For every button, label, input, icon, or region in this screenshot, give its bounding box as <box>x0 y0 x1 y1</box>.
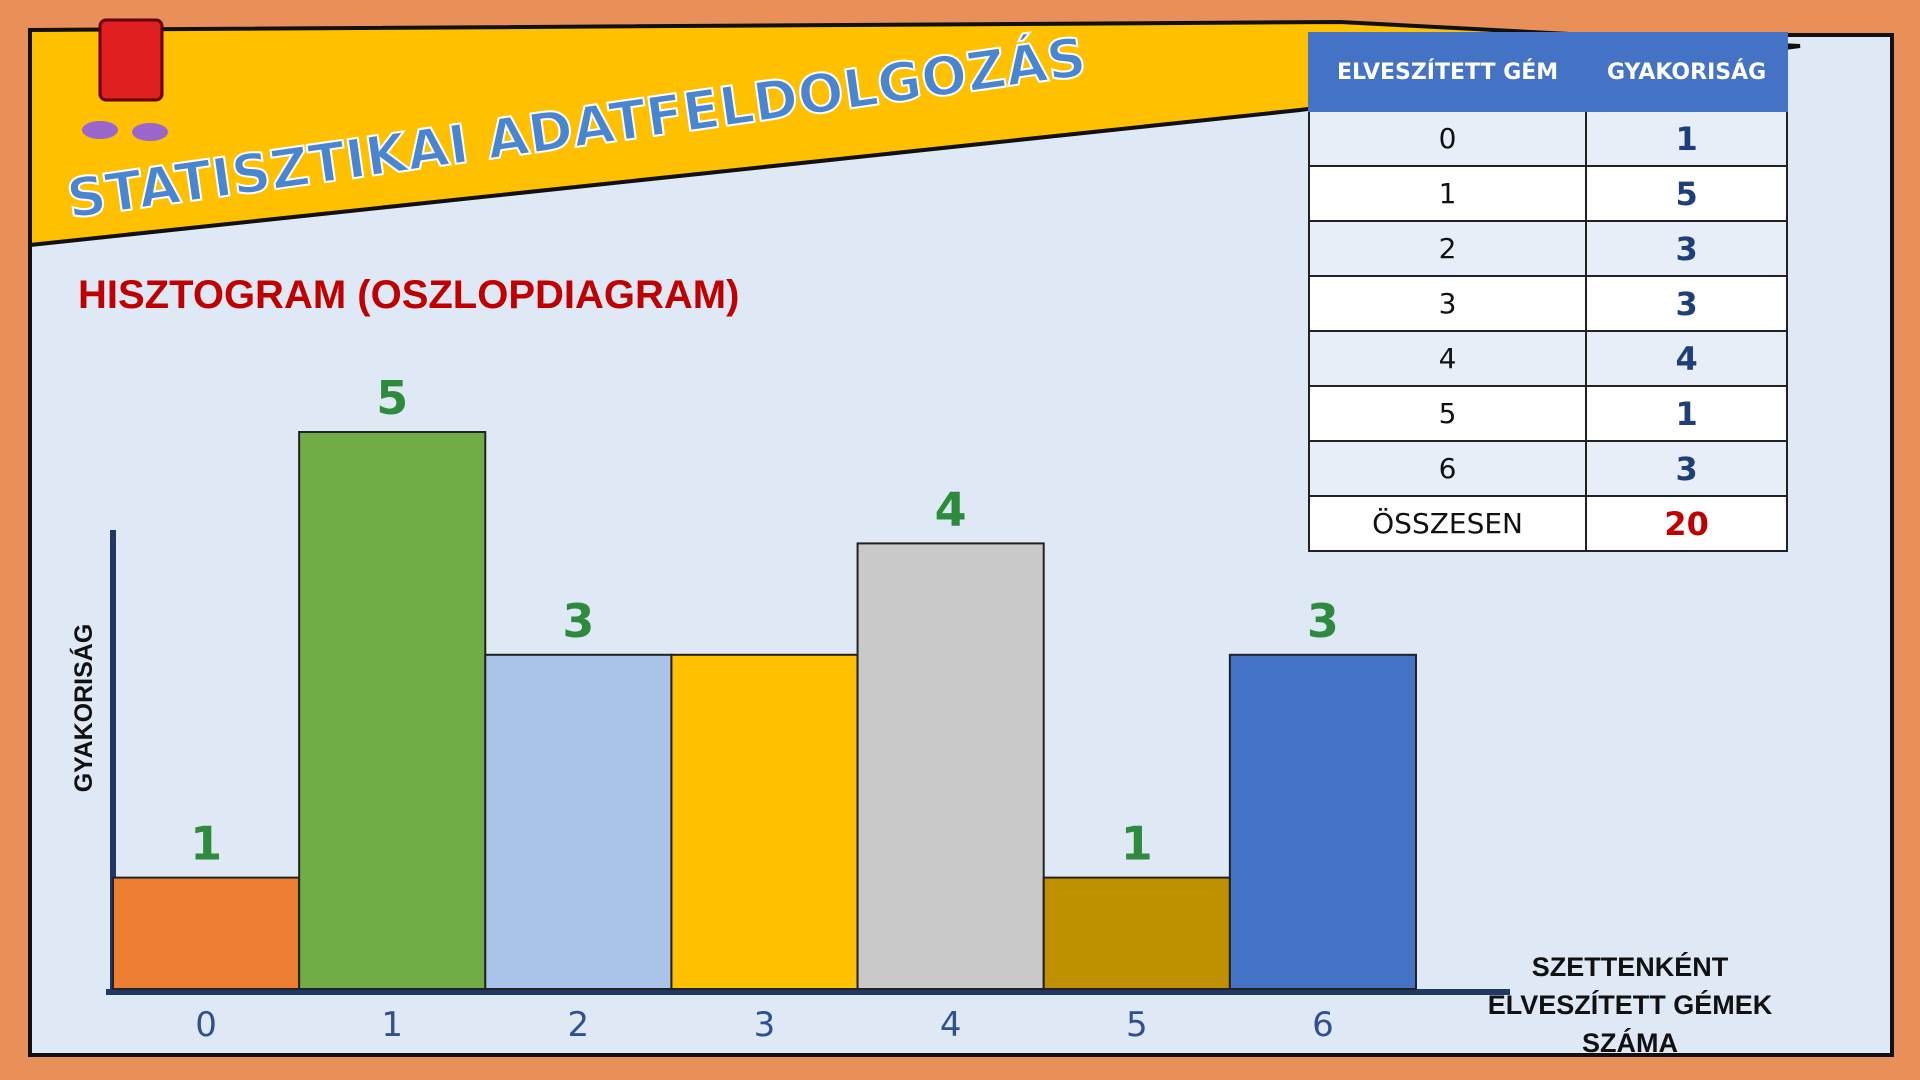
total-label: ÖSSZESEN <box>1307 495 1588 552</box>
data-label: 4 <box>935 482 967 536</box>
x-tick-label: 5 <box>1126 1005 1148 1045</box>
data-label: 5 <box>376 371 408 425</box>
data-label: 1 <box>1121 817 1153 871</box>
frequency-cell: 5 <box>1585 165 1788 222</box>
chart-title: HISZTOGRAM (OSZLOPDIAGRAM) <box>78 273 739 317</box>
lost-count-cell: 4 <box>1307 330 1588 387</box>
total-value: 20 <box>1585 495 1788 552</box>
frequency-cell: 3 <box>1585 440 1788 497</box>
frequency-cell: 4 <box>1585 330 1788 387</box>
frequency-cell: 3 <box>1585 275 1788 332</box>
frequency-cell: 1 <box>1585 385 1788 442</box>
table-body: 0 1 1 5 2 3 3 3 4 4 5 1 6 3 ÖSSZESEN 20 <box>1307 110 1788 552</box>
x-axis-label: SZETTENKÉNT ELVESZÍTETT GÉMEK SZÁMA <box>1487 952 1773 1058</box>
total-row: ÖSSZESEN 20 <box>1307 495 1788 552</box>
x-tick-label: 4 <box>940 1005 962 1045</box>
header-cell: ELVESZÍTETT GÉM <box>1307 32 1588 112</box>
x-tick-label: 0 <box>195 1005 217 1045</box>
lost-count-cell: 3 <box>1307 275 1588 332</box>
x-tick-label: 6 <box>1312 1005 1334 1045</box>
bar <box>670 653 859 990</box>
y-axis-label: GYAKORISÁG <box>69 624 98 793</box>
mascot <box>82 18 168 141</box>
lost-count-cell: 5 <box>1307 385 1588 442</box>
bar <box>856 542 1045 991</box>
bar <box>1228 653 1418 990</box>
bar <box>484 653 673 990</box>
lost-count-cell: 2 <box>1307 220 1588 277</box>
data-label: 3 <box>1307 594 1339 648</box>
frequency-cell: 1 <box>1585 110 1788 167</box>
frequency-cell: 3 <box>1585 220 1788 277</box>
bar <box>298 431 487 990</box>
bar <box>112 876 301 990</box>
table-header: ELVESZÍTETT GÉM GYAKORISÁG <box>1307 32 1788 112</box>
x-tick-label: 3 <box>754 1005 776 1045</box>
lost-count-cell: 6 <box>1307 440 1588 497</box>
data-label: 1 <box>190 817 222 871</box>
data-label: 3 <box>562 594 594 648</box>
x-tick-label: 1 <box>381 1005 403 1045</box>
bar <box>1042 876 1231 990</box>
lost-count-cell: 1 <box>1307 165 1588 222</box>
x-tick-label: 2 <box>568 1005 590 1045</box>
lost-count-cell: 0 <box>1307 110 1588 167</box>
header-cell: GYAKORISÁG <box>1585 32 1788 112</box>
